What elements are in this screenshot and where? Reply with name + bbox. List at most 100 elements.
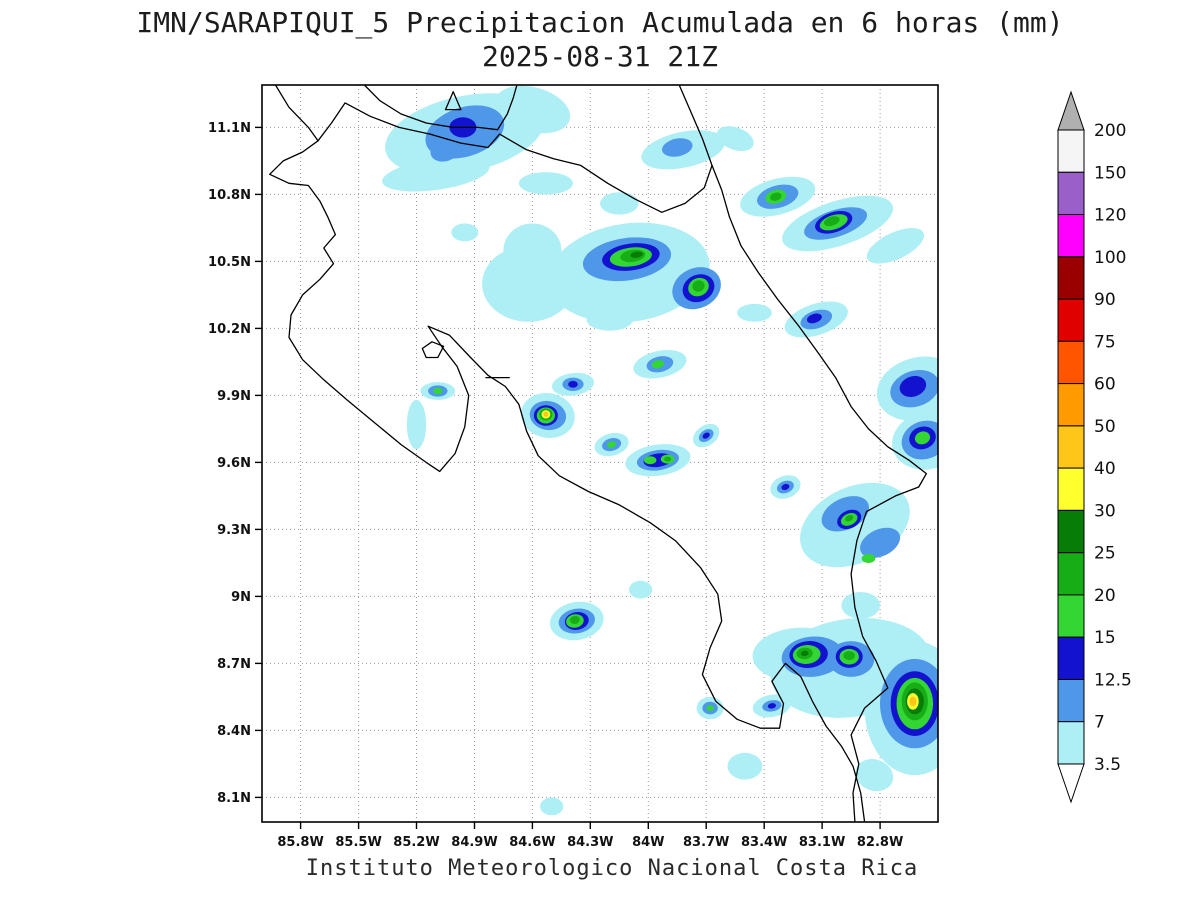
colorbar-cell: [1057, 425, 1085, 469]
colorbar-tick-label: 100: [1094, 248, 1126, 268]
chart-subtitle-datetime: 2025-08-31 21Z: [481, 40, 718, 73]
precip-cell-15mm: [607, 441, 617, 448]
precip-cell-3.5mm: [727, 752, 763, 780]
lat-tick-label: 9.3N: [217, 523, 251, 538]
precip-cell-12.5mm: [806, 313, 822, 324]
lat-tick-label: 8.4N: [217, 724, 251, 739]
precip-cell-20mm: [692, 280, 705, 292]
chart-title: IMN/SARAPIQUI_5 Precipitacion Acumulada …: [136, 6, 1064, 39]
colorbar-cell: [1057, 721, 1085, 765]
colorbar-cell: [1057, 129, 1085, 173]
precip-cell-12.5mm: [899, 376, 927, 397]
precip-cell-3.5mm: [737, 303, 772, 322]
lat-tick-label: 9N: [231, 590, 251, 605]
colorbar-cell: [1057, 509, 1085, 554]
colorbar-tick-label: 60: [1094, 375, 1116, 395]
colorbar-tick-label: 7: [1094, 713, 1105, 733]
precip-cell-25mm: [800, 650, 809, 657]
colorbar-tick-label: 20: [1094, 586, 1116, 606]
grid-layer: [262, 85, 938, 822]
colorbar-cell: [1057, 594, 1085, 638]
lon-tick-label: 82.8W: [857, 835, 903, 850]
colorbar-tick-label: 150: [1094, 163, 1126, 183]
lat-tick-label: 11.1N: [208, 121, 251, 136]
lon-tick-label: 85.5W: [335, 835, 381, 850]
colorbar-cell: [1057, 340, 1085, 385]
lon-tick-label: 84.3W: [567, 835, 613, 850]
precip-cell-3.5mm: [855, 759, 894, 792]
lon-tick-label: 85.2W: [393, 835, 439, 850]
lon-tick-label: 83.7W: [683, 835, 729, 850]
colorbar-cell: [1057, 467, 1085, 511]
lon-tick-label: 84.6W: [509, 835, 555, 850]
colorbar: 200 150 120 100 90 75 60 50 40 30 25 20 15 12.5 7 3.5: [1057, 90, 1132, 804]
colorbar-tick-label: 75: [1094, 332, 1116, 352]
precip-cell-3.5mm: [866, 227, 925, 264]
precip-cell-7mm: [860, 527, 901, 558]
precip-cell-15mm: [861, 554, 876, 563]
colorbar-cell: [1057, 636, 1085, 680]
colorbar-arrow-bottom: [1057, 763, 1085, 804]
colorbar-cell: [1057, 214, 1085, 258]
colorbar-tick-label: 40: [1094, 459, 1116, 479]
lat-tick-label: 10.5N: [208, 255, 251, 270]
lon-tick-label: 83.1W: [799, 835, 845, 850]
precip-cell-3.5mm: [841, 592, 880, 619]
precip-cell-3.5mm: [600, 192, 639, 215]
lon-tick-label: 83.4W: [741, 835, 787, 850]
precip-cell-20mm: [770, 192, 782, 201]
precip-cell-20mm: [845, 515, 854, 522]
lon-tick-label: 84W: [632, 835, 664, 850]
colorbar-cell: [1057, 298, 1085, 342]
precip-cell-3.5mm: [629, 580, 653, 599]
colorbar-cell: [1057, 552, 1085, 596]
precip-cell-3.5mm: [518, 172, 573, 195]
coastline-layer: [269, 85, 928, 822]
precip-cell-15mm: [914, 431, 931, 445]
precip-cell-15mm: [706, 705, 714, 711]
colorbar-tick-label: 90: [1094, 290, 1116, 310]
precip-cell-3.5mm: [406, 399, 427, 450]
precip-cell-12.5mm: [702, 432, 710, 439]
precip-cell-15mm: [433, 387, 443, 395]
precip-cell-3.5mm: [503, 223, 562, 278]
precip-cell-20mm: [664, 456, 672, 462]
precip-cell-7mm: [430, 138, 461, 162]
lat-tick-label: 10.2N: [208, 322, 251, 337]
precipitation-layer: [382, 85, 938, 816]
colorbar-tick-label: 12.5: [1094, 671, 1132, 691]
colorbar-tick-label: 3.5: [1094, 755, 1121, 775]
colorbar-cell: [1057, 679, 1085, 723]
lake-nicaragua-shore: [363, 85, 518, 131]
precip-cell-12.5mm: [568, 380, 578, 388]
panama-border-and-caribbean-coast: [678, 85, 928, 822]
plot-frame: [261, 84, 939, 823]
colorbar-cell: [1057, 383, 1085, 427]
colorbar-tick-label: 120: [1094, 206, 1126, 226]
nicaragua-border: [317, 102, 713, 213]
colorbar-tick-label: 25: [1094, 544, 1116, 564]
lat-tick-label: 9.9N: [217, 389, 251, 404]
axis-layer: 11.1N 10.8N 10.5N 10.2N 9.9N 9.6N 9.3N 9N 8.7N 8.…: [208, 121, 903, 850]
lat-tick-label: 8.7N: [217, 657, 251, 672]
precip-cell-7mm: [662, 138, 693, 157]
precip-cell-40mm: [543, 411, 549, 417]
colorbar-tick-label: 15: [1094, 628, 1116, 648]
precip-cell-3.5mm: [451, 223, 479, 242]
precip-cell-3.5mm: [540, 797, 564, 816]
precip-cell-15mm: [644, 456, 657, 465]
precip-cell-12.5mm: [767, 703, 776, 709]
precip-cell-25mm: [630, 251, 643, 258]
colorbar-tick-label: 30: [1094, 501, 1116, 521]
pacific-coastline: [269, 85, 866, 822]
border-notch-island: [444, 91, 462, 111]
footer-institution: Instituto Meteorologico Nacional Costa R…: [305, 856, 919, 881]
precip-cell-20mm: [823, 216, 840, 227]
precip-cell-20mm: [843, 651, 855, 661]
colorbar-arrow-top: [1057, 90, 1085, 131]
precip-cell-15mm: [651, 360, 665, 369]
lon-tick-label: 84.9W: [451, 835, 497, 850]
precip-cell-3.5mm: [586, 308, 633, 331]
lat-tick-label: 9.6N: [217, 456, 251, 471]
